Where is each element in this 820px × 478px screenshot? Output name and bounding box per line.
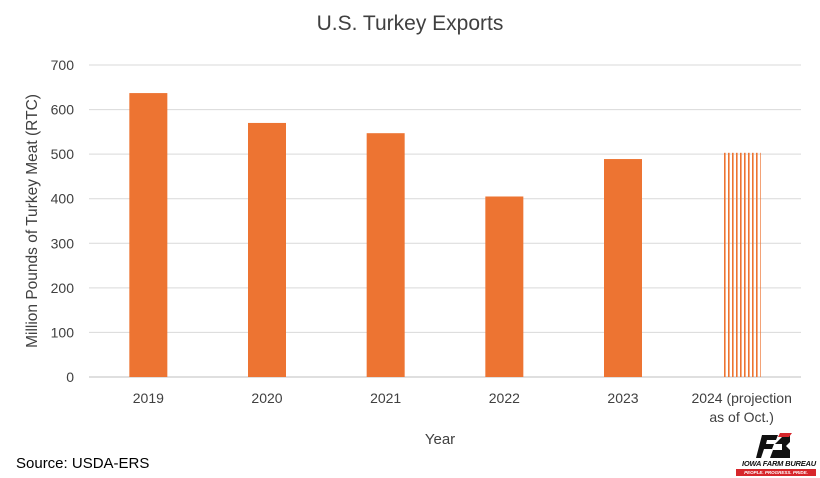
farm-bureau-mark-icon [756, 433, 792, 458]
bar-2024 [722, 152, 761, 377]
iowa-farm-bureau-logo: IOWA FARM BUREAU PEOPLE. PROGRESS. PRIDE… [730, 433, 816, 476]
bars [129, 93, 761, 377]
y-tick-labels: 0 100 200 300 400 500 600 700 [51, 57, 75, 385]
x-tick-label: 2023 [607, 390, 638, 406]
gridlines [89, 64, 801, 378]
x-tick-label: 2019 [133, 390, 164, 406]
x-axis-label: Year [425, 431, 455, 448]
logo-tagline: PEOPLE. PROGRESS. PRIDE. [736, 469, 816, 476]
bar-2021 [366, 133, 405, 377]
y-tick-label: 600 [51, 102, 75, 118]
chart-title: U.S. Turkey Exports [316, 12, 504, 35]
y-tick-label: 0 [66, 369, 74, 385]
x-tick-label: 2022 [489, 390, 520, 406]
x-tick-label: as of Oct.) [709, 409, 774, 425]
bar-2019 [129, 93, 168, 377]
y-tick-label: 300 [51, 235, 75, 251]
y-tick-label: 100 [51, 324, 75, 340]
bar-2023 [604, 159, 642, 377]
x-tick-label: 2020 [251, 390, 282, 406]
x-tick-label: 2021 [370, 390, 401, 406]
y-tick-label: 700 [51, 57, 75, 73]
x-tick-label: 2024 (projection [691, 390, 791, 406]
logo-name: IOWA FARM BUREAU [741, 459, 816, 468]
source-note: Source: USDA-ERS [16, 455, 150, 472]
bar-2022 [485, 196, 524, 377]
y-tick-label: 500 [51, 146, 75, 162]
x-tick-labels: 2019 2020 2021 2022 2023 2024 (projection as o… [133, 390, 792, 425]
y-tick-label: 400 [51, 191, 75, 207]
y-tick-label: 200 [51, 280, 75, 296]
bar-2020 [248, 122, 286, 377]
y-axis-label: Million Pounds of Turkey Meat (RTC) [24, 94, 41, 348]
